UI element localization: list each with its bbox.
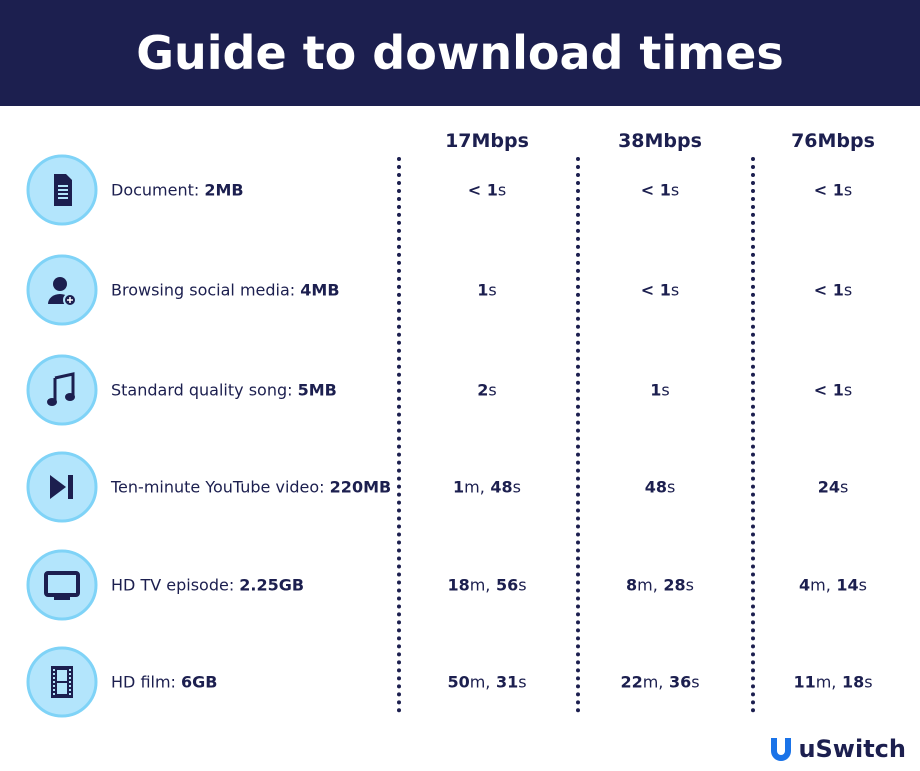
- download-time: < 1s: [640, 280, 680, 300]
- column-header: 17Mbps: [445, 130, 529, 152]
- item-size: 2.25GB: [239, 575, 305, 595]
- download-time: 1s: [650, 380, 670, 400]
- item-name: Document:: [111, 180, 200, 200]
- row-label: Document: 2MB: [111, 181, 244, 200]
- row-icon: [26, 354, 98, 426]
- download-time: < 1s: [813, 380, 853, 400]
- download-time: 50m, 31s: [447, 672, 527, 692]
- item-size: 4MB: [300, 280, 340, 300]
- download-time: 48s: [644, 477, 676, 497]
- item-size: 5MB: [297, 380, 337, 400]
- item-name: HD TV episode:: [111, 575, 235, 595]
- item-name: Standard quality song:: [111, 380, 293, 400]
- download-time: < 1s: [813, 180, 853, 200]
- column-divider: [397, 157, 401, 713]
- item-size: 2MB: [204, 180, 244, 200]
- row-label: Browsing social media: 4MB: [111, 281, 340, 300]
- download-time: 24s: [817, 477, 849, 497]
- row-icon: [26, 451, 98, 523]
- header-bar: [0, 0, 920, 106]
- row-label: HD film: 6GB: [111, 673, 218, 692]
- download-time: 1m, 48s: [453, 477, 521, 497]
- item-name: Browsing social media:: [111, 280, 296, 300]
- title: Guide to download times: [136, 26, 784, 80]
- logo-text: uSwitch: [798, 735, 906, 763]
- item-name: HD film:: [111, 672, 176, 692]
- download-time: 18m, 56s: [447, 575, 527, 595]
- download-time: 22m, 36s: [620, 672, 700, 692]
- row-label: Standard quality song: 5MB: [111, 381, 337, 400]
- column-header: 76Mbps: [791, 130, 875, 152]
- row-icon: [26, 254, 98, 326]
- download-time: < 1s: [467, 180, 507, 200]
- item-size: 220MB: [329, 477, 392, 497]
- download-time: 4m, 14s: [799, 575, 867, 595]
- item-name: Ten-minute YouTube video:: [111, 477, 325, 497]
- download-time: 1s: [477, 280, 497, 300]
- row-icon: [26, 549, 98, 621]
- row-icon: [26, 154, 98, 226]
- download-time: 2s: [477, 380, 497, 400]
- item-size: 6GB: [181, 672, 218, 692]
- download-time: 11m, 18s: [793, 672, 873, 692]
- download-time: < 1s: [640, 180, 680, 200]
- row-icon: [26, 646, 98, 718]
- row-label: HD TV episode: 2.25GB: [111, 576, 304, 595]
- download-time: 8m, 28s: [626, 575, 694, 595]
- download-time: < 1s: [813, 280, 853, 300]
- row-label: Ten-minute YouTube video: 220MB: [111, 478, 391, 497]
- column-divider: [576, 157, 580, 713]
- column-header: 38Mbps: [618, 130, 702, 152]
- column-divider: [751, 157, 755, 713]
- logo-mark: [771, 738, 792, 761]
- logo: uSwitch: [768, 735, 906, 763]
